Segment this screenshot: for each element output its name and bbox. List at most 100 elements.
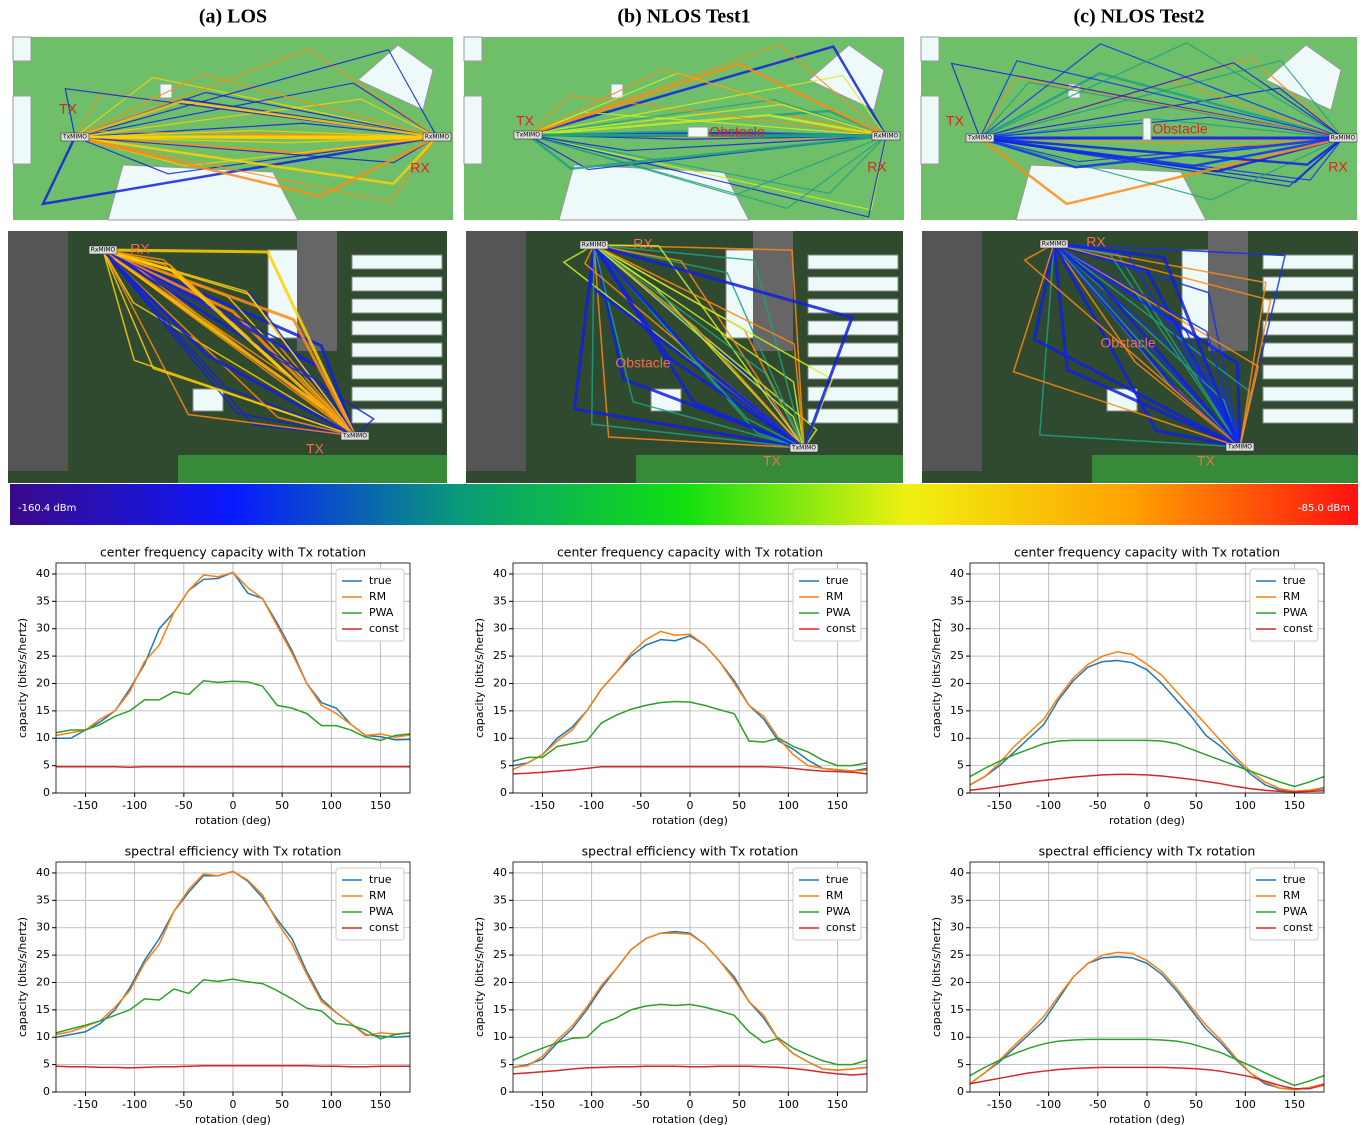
- y-tick-label: 25: [950, 948, 964, 961]
- y-tick-label: 20: [36, 676, 50, 689]
- building: [1263, 321, 1353, 335]
- y-tick-label: 20: [493, 975, 507, 988]
- y-tick-label: 20: [950, 676, 964, 689]
- x-tick-label: -150: [987, 1098, 1012, 1111]
- x-tick-label: -100: [1036, 1098, 1061, 1111]
- y-tick-label: 0: [957, 1085, 964, 1098]
- legend-label: RM: [1283, 889, 1300, 902]
- chart-title: center frequency capacity with Tx rotati…: [1014, 545, 1280, 560]
- scene-label: RX: [867, 159, 887, 175]
- device-label: TxMIMO: [967, 135, 992, 142]
- building: [559, 165, 749, 220]
- y-tick-label: 40: [950, 866, 964, 879]
- y-tick-label: 40: [493, 567, 507, 580]
- legend-label: true: [369, 574, 392, 587]
- building: [352, 277, 442, 291]
- x-tick-label: 0: [687, 1098, 694, 1111]
- legend-label: PWA: [1283, 905, 1308, 918]
- scene-label: Obstacle: [1152, 121, 1207, 137]
- building: [1208, 231, 1248, 351]
- legend-label: true: [826, 873, 849, 886]
- legend-label: RM: [1283, 590, 1300, 603]
- x-tick-label: 150: [1284, 799, 1305, 812]
- y-tick-label: 35: [493, 594, 507, 607]
- scene-label: Obstacle: [1100, 335, 1155, 351]
- building: [13, 96, 31, 164]
- scene-label: RX: [1086, 234, 1106, 250]
- x-tick-label: -100: [1036, 799, 1061, 812]
- device-label: RxMIMO: [425, 134, 450, 141]
- legend-label: const: [369, 622, 399, 635]
- x-tick-label: -150: [73, 799, 98, 812]
- figure: (a) LOSTXRXTxMIMORxMIMORxMIMORXTxMIMOTX(…: [0, 0, 1364, 1125]
- series-line: [56, 767, 410, 768]
- obstacle-block: [688, 127, 708, 137]
- y-tick-label: 5: [43, 759, 50, 772]
- x-tick-label: -50: [632, 799, 650, 812]
- x-tick-label: 100: [778, 1098, 799, 1111]
- y-tick-label: 30: [36, 622, 50, 635]
- building: [808, 255, 898, 269]
- y-axis-label: capacity (bits/s/hertz): [930, 618, 943, 738]
- x-tick-label: 50: [275, 1098, 289, 1111]
- building: [1263, 343, 1353, 357]
- x-tick-label: -100: [579, 799, 604, 812]
- y-tick-label: 15: [493, 704, 507, 717]
- building: [352, 255, 442, 269]
- x-tick-label: 100: [321, 1098, 342, 1111]
- x-axis-label: rotation (deg): [1109, 814, 1185, 827]
- building: [108, 165, 298, 220]
- y-tick-label: 30: [493, 921, 507, 934]
- x-tick-label: -50: [632, 1098, 650, 1111]
- chart-title: spectral efficiency with Tx rotation: [582, 844, 799, 859]
- y-tick-label: 25: [493, 649, 507, 662]
- x-tick-label: 100: [778, 799, 799, 812]
- building: [922, 231, 982, 471]
- y-axis-label: capacity (bits/s/hertz): [473, 917, 486, 1037]
- y-tick-label: 5: [957, 759, 964, 772]
- x-tick-label: 150: [827, 1098, 848, 1111]
- x-tick-label: -100: [579, 1098, 604, 1111]
- scene-label: TX: [946, 113, 965, 129]
- colorbar: [10, 484, 1358, 525]
- legend-label: PWA: [369, 606, 394, 619]
- legend-label: PWA: [1283, 606, 1308, 619]
- y-tick-label: 35: [36, 594, 50, 607]
- y-tick-label: 20: [493, 676, 507, 689]
- y-tick-label: 25: [950, 649, 964, 662]
- legend-label: const: [1283, 921, 1313, 934]
- y-tick-label: 20: [950, 975, 964, 988]
- y-tick-label: 0: [500, 1085, 507, 1098]
- y-tick-label: 30: [950, 921, 964, 934]
- legend-label: const: [369, 921, 399, 934]
- obstacle-block: [1143, 118, 1151, 140]
- building: [808, 343, 898, 357]
- legend-label: RM: [369, 889, 386, 902]
- chart-title: center frequency capacity with Tx rotati…: [557, 545, 823, 560]
- y-tick-label: 25: [36, 948, 50, 961]
- y-tick-label: 10: [493, 731, 507, 744]
- legend-label: RM: [826, 590, 843, 603]
- device-label: RxMIMO: [582, 242, 607, 249]
- scene-label: TX: [1197, 453, 1216, 469]
- x-tick-label: -50: [1089, 799, 1107, 812]
- scene-label: RX: [410, 160, 430, 176]
- y-tick-label: 10: [36, 731, 50, 744]
- device-label: TxMIMO: [515, 132, 540, 139]
- y-tick-label: 0: [500, 786, 507, 799]
- chart-title: center frequency capacity with Tx rotati…: [100, 545, 366, 560]
- colorbar-max: -85.0 dBm: [1298, 503, 1350, 514]
- panel-title: (c) NLOS Test2: [1073, 6, 1204, 28]
- y-tick-label: 35: [493, 893, 507, 906]
- building: [464, 37, 482, 61]
- y-tick-label: 0: [43, 786, 50, 799]
- scene-label: TX: [59, 101, 78, 117]
- legend-label: true: [369, 873, 392, 886]
- building: [808, 277, 898, 291]
- x-tick-label: 150: [370, 1098, 391, 1111]
- scene-label: Obstacle: [615, 355, 670, 371]
- legend-label: PWA: [826, 606, 851, 619]
- legend-label: const: [826, 622, 856, 635]
- x-tick-label: -150: [530, 799, 555, 812]
- panel-title: (a) LOS: [199, 6, 267, 28]
